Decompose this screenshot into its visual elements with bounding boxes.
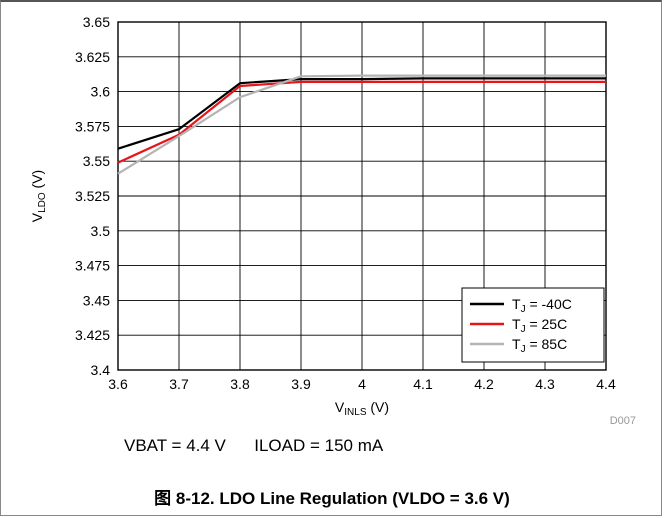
series-line [117, 74, 606, 175]
y-tick-label: 3.4 [91, 362, 111, 378]
x-tick-label: 4.1 [413, 376, 433, 392]
plot-border [117, 21, 607, 371]
figure-id: D007 [610, 415, 636, 427]
legend-label: TJ = 25C [512, 316, 567, 335]
series-line [117, 80, 606, 164]
legend-label: TJ = 85C [512, 336, 567, 355]
y-tick-label: 3.65 [83, 14, 110, 30]
y-tick-label: 3.45 [83, 292, 110, 308]
y-tick-label: 3.625 [75, 49, 110, 65]
series-line [117, 77, 606, 150]
x-tick-label: 4 [358, 376, 366, 392]
legend-label: TJ = -40C [512, 296, 572, 315]
line-chart: 3.6 3.7 3.8 3.9 4 4.1 4.2 4.3 4.4 3.4 3.425 3.45 3.4… [29, 14, 636, 427]
test-conditions: VBAT = 4.4 V ILOAD = 150 mA [124, 436, 384, 455]
y-axis-label: VLDO (V) [29, 170, 48, 222]
y-tick-label: 3.525 [75, 188, 110, 204]
x-axis-label: VINLS (V) [335, 399, 389, 418]
figure-caption: 图 8-12. LDO Line Regulation (VLDO = 3.6 … [154, 489, 510, 508]
y-tick-label: 3.5 [91, 223, 111, 239]
x-tick-label: 3.9 [291, 376, 311, 392]
y-tick-label: 3.6 [91, 84, 111, 100]
x-tick-label: 4.3 [535, 376, 555, 392]
x-tick-label: 4.2 [474, 376, 494, 392]
x-tick-label: 3.7 [169, 376, 189, 392]
x-tick-label: 4.4 [596, 376, 616, 392]
y-tick-label: 3.475 [75, 258, 110, 274]
x-tick-label: 3.6 [108, 376, 128, 392]
x-tick-label: 3.8 [230, 376, 250, 392]
y-tick-label: 3.55 [83, 153, 110, 169]
y-tick-label: 3.425 [75, 327, 110, 343]
y-tick-label: 3.575 [75, 118, 110, 134]
